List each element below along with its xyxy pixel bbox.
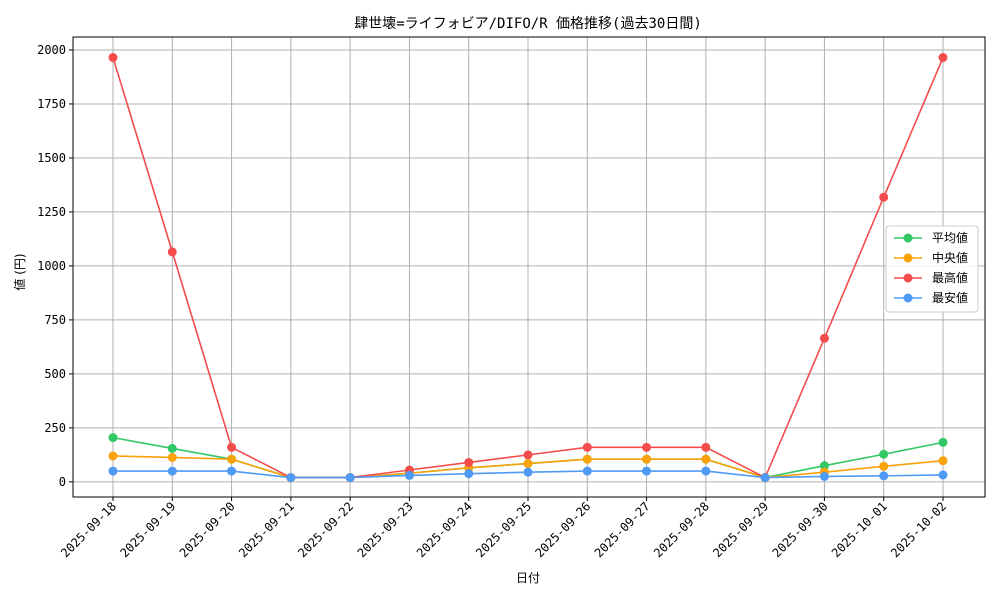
data-point: 中央値 2025-09-18: 120 [108,451,118,461]
data-point: 平均値 2025-09-18: 205 [108,433,118,443]
y-tick-label: 250 [44,421,66,435]
x-tick-label: 2025-09-24 [414,499,475,560]
data-point: 中央値 2025-10-02: 98 [938,456,948,466]
data-point: 中央値 2025-09-27: 105 [642,454,652,464]
x-tick-label: 2025-09-25 [473,499,534,560]
y-tick-label: 1000 [37,259,66,273]
data-point: 最安値 2025-10-01: 28 [879,471,889,481]
data-point: 最安値 2025-09-23: 30 [404,470,414,480]
x-tick-label: 2025-09-20 [177,499,238,560]
data-point: 最高値 2025-09-25: 125 [523,450,533,460]
x-tick-label: 2025-09-30 [770,499,831,560]
data-point: 最安値 2025-09-19: 50 [167,466,177,476]
x-axis-label: 日付 [516,571,540,585]
x-tick-label: 2025-09-19 [117,499,178,560]
y-tick-label: 1500 [37,151,66,165]
data-point: 平均値 2025-10-02: 183 [938,437,948,447]
data-point: 最安値 2025-09-24: 38 [464,469,474,479]
data-point: 最安値 2025-09-29: 20 [760,473,770,483]
y-tick-label: 1250 [37,205,66,219]
data-point: 最安値 2025-09-22: 20 [345,473,355,483]
data-point: 中央値 2025-09-26: 105 [582,454,592,464]
data-point: 最高値 2025-09-28: 160 [701,442,711,452]
data-point: 最安値 2025-09-18: 50 [108,466,118,476]
grid-layer [73,37,985,497]
legend-swatch-marker [903,273,913,283]
data-point: 最安値 2025-09-20: 50 [227,466,237,476]
data-point: 平均値 2025-10-01: 128 [879,449,889,459]
data-point: 最高値 2025-09-26: 160 [582,442,592,452]
x-tick-label: 2025-09-18 [58,499,119,560]
legend-swatch-marker [903,233,913,243]
data-point: 平均値 2025-09-30: 75 [819,461,829,471]
data-point: 中央値 2025-09-19: 113 [167,452,177,462]
x-tick-label: 2025-09-23 [355,499,416,560]
legend-label: 平均値 [932,230,968,245]
chart-title: 肆世壊=ライフォビア/DIFO/R 価格推移(過去30日間) [354,16,702,32]
data-point: 最安値 2025-09-21: 20 [286,473,296,483]
plot-frame [72,36,986,498]
data-point: 中央値 2025-09-20: 105 [227,454,237,464]
data-point: 中央値 2025-09-28: 105 [701,454,711,464]
x-tick-label: 2025-09-29 [710,499,771,560]
legend-label: 最安値 [932,290,968,305]
data-point: 最安値 2025-09-25: 45 [523,467,533,477]
data-point: 最高値 2025-09-18: 1965 [108,53,118,63]
data-point: 最安値 2025-09-28: 50 [701,466,711,476]
x-tick-label: 2025-10-02 [888,499,949,560]
data-point: 最安値 2025-09-26: 50 [582,466,592,476]
data-point: 最高値 2025-09-20: 160 [227,442,237,452]
series-3: 最安値 2025-09-18: 50 最安値 2025-09-19: 50 最安値 … [108,466,948,483]
legend-box [885,225,979,313]
x-tick-label: 2025-09-21 [236,499,297,560]
x-tick-label: 2025-09-26 [532,499,593,560]
data-point: 最安値 2025-09-30: 25 [819,471,829,481]
legend-label: 最高値 [932,270,968,285]
data-point: 最高値 2025-09-24: 90 [464,457,474,467]
y-tick-label: 1750 [37,97,66,111]
x-tick-label: 2025-09-22 [295,499,356,560]
legend-swatch-marker [903,293,913,303]
series-layer: 平均値 2025-09-18: 205 平均値 2025-09-19: 155 平均… [108,53,948,483]
y-tick-label: 500 [44,367,66,381]
x-tick-label: 2025-09-27 [592,499,653,560]
y-axis-label: 値 (円) [12,253,27,290]
data-point: 中央値 2025-10-01: 72 [879,461,889,471]
data-point: 最安値 2025-09-27: 50 [642,466,652,476]
legend-swatch-marker [903,253,913,263]
data-point: 中央値 2025-09-25: 85 [523,459,533,469]
y-tick-label: 750 [44,313,66,327]
x-tick-label: 2025-09-28 [651,499,712,560]
legend-label: 中央値 [932,250,968,265]
data-point: 最高値 2025-09-30: 665 [819,333,829,343]
data-point: 最安値 2025-10-02: 32 [938,470,948,480]
data-point: 最高値 2025-09-19: 1065 [167,247,177,257]
x-tick-label: 2025-10-01 [829,499,890,560]
data-point: 平均値 2025-09-19: 155 [167,443,177,453]
y-tick-label: 2000 [37,43,66,57]
data-point: 最高値 2025-09-27: 160 [642,442,652,452]
data-point: 最高値 2025-10-01: 1318 [879,192,889,202]
y-tick-label: 0 [59,475,66,489]
data-point: 最高値 2025-10-02: 1965 [938,53,948,63]
